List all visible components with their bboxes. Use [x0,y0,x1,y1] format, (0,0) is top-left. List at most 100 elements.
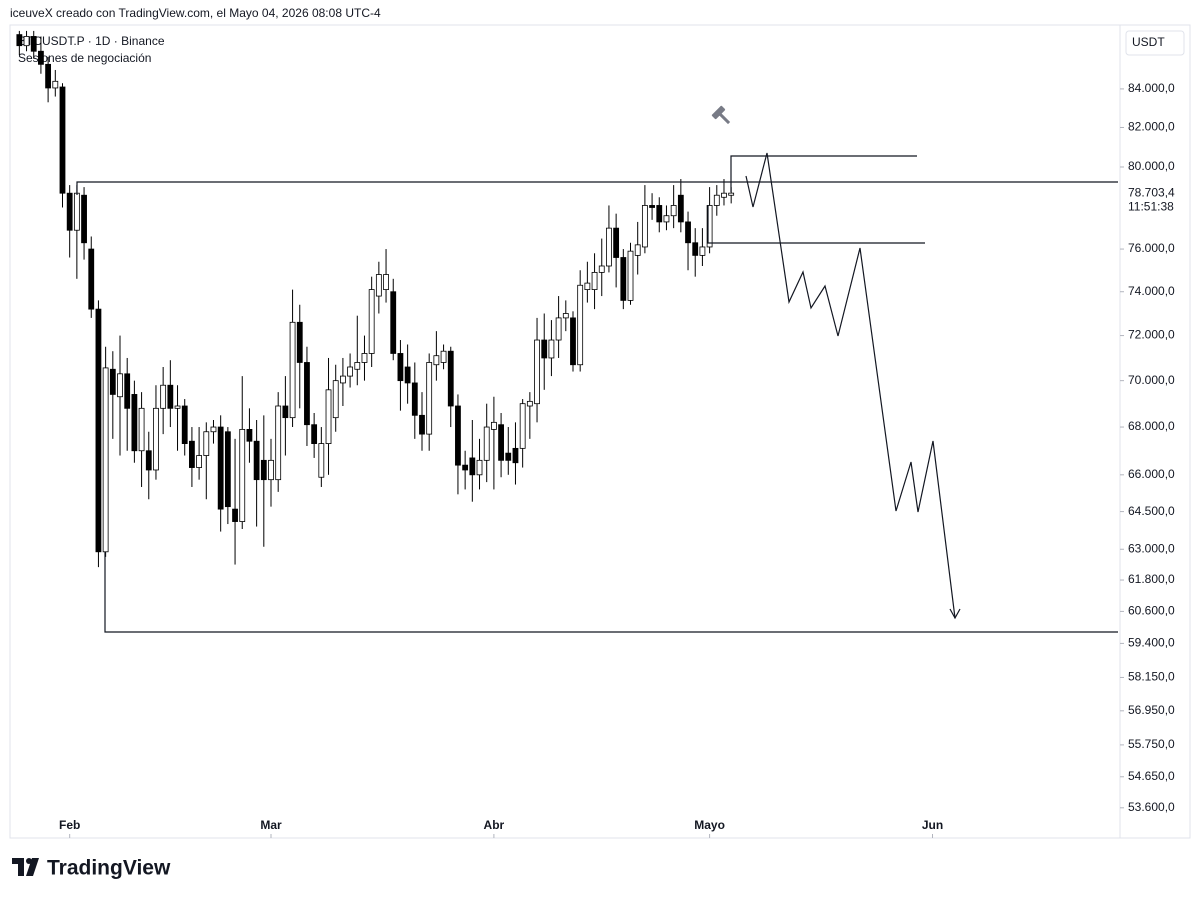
candle-body [311,424,318,444]
candle-body [548,339,555,359]
candle-body [541,339,548,359]
candle-body [462,464,469,471]
brand-logo [12,858,39,876]
candle-body [555,317,562,341]
candle-body [498,424,504,461]
candle-body [117,373,123,398]
hammer-icon[interactable] [711,105,734,128]
candle-body [613,227,620,258]
x-tick-label: Feb [59,818,80,832]
candle-body [519,403,526,449]
candle-body [570,317,576,366]
x-tick-label: Mayo [694,818,725,832]
candle-body [375,274,382,297]
candle-body [390,291,397,354]
candle-body [598,265,605,273]
candle-body [512,447,519,464]
attribution: iceuveX creado con TradingView.com, el M… [10,6,381,20]
candle-body [153,407,159,471]
y-tick-label: 70.000,0 [1128,373,1175,387]
candle-body [455,405,461,466]
candle-body [606,227,612,267]
currency[interactable]: USDT [1132,35,1165,49]
candle-body [145,450,152,471]
candle-body [160,384,167,409]
candle-body [713,194,720,206]
candle-body [52,80,59,89]
symbol: BTCUSDT.P · 1D · Binance [18,34,165,48]
candle-body [203,431,210,456]
countdown: 11:51:38 [1128,199,1174,213]
brand-name: TradingView [47,857,171,880]
candle-body [433,355,440,366]
candle-body [685,221,691,244]
candle-body [217,426,224,510]
y-tick-label: 56.950,0 [1128,703,1175,717]
candle-body [167,384,174,409]
y-tick-label: 66.000,0 [1128,467,1175,481]
candle-body [526,400,533,407]
drawings [76,152,1118,633]
y-tick-label: 80.000,0 [1128,159,1175,173]
candle-body [426,362,433,435]
candle-body [340,375,346,384]
candle-body [411,382,418,416]
candle-body [577,284,584,366]
candle-body [649,205,655,208]
range-bottom [707,205,925,244]
candle-body [88,248,95,310]
candle-body [699,246,706,256]
subtitle: Sesiones de negociación [18,51,151,65]
candle-body [95,308,102,553]
candle-body [232,508,238,522]
candle-body [45,63,52,89]
candle-body [246,428,253,442]
candle-body [634,244,641,256]
candle-body [656,205,663,223]
candle-body [239,428,246,522]
candle-body [38,50,44,65]
last-price-box [1121,185,1187,216]
range-top [730,155,917,192]
y-tick-label: 54.650,0 [1128,769,1175,783]
candle-body [196,455,203,468]
candle-body [354,362,361,370]
candle-body [131,394,138,452]
candle-body [289,321,296,419]
candle-body [59,86,66,194]
currency-box[interactable] [1125,30,1185,56]
plot: 84.000,0 82.000,0 80.000,0 76.000,0 74.000,0… [16,30,1187,838]
candle-body [66,192,73,231]
candle-body [620,257,627,301]
candle-body [253,440,260,481]
y-tick-label: 55.750,0 [1128,737,1175,751]
candle-body [347,366,353,377]
candle-body [181,405,188,444]
candle-body [562,313,569,319]
candle-body [721,192,727,198]
candle-body [505,452,512,461]
y-tick-label: 59.400,0 [1128,636,1175,650]
support-line [104,552,1118,633]
candle-body [73,192,80,231]
candle-body [447,350,454,407]
candle-body [440,350,447,363]
candle-body [260,459,267,481]
candle-body [304,362,310,426]
x-tick-label: Mar [260,818,282,832]
candle-body [397,353,404,382]
candle-body [189,440,195,468]
candle-body [318,443,325,478]
candle-body [81,194,87,244]
candle-body [268,459,274,481]
candle-body [469,457,476,476]
candle-body [490,421,497,430]
y-tick-label: 72.000,0 [1128,328,1175,342]
candle-body [124,373,131,409]
y-tick-label: 74.000,0 [1128,284,1175,298]
y-tick-label: 61.800,0 [1128,572,1175,586]
candle-body [138,407,145,452]
candle-body [627,250,634,301]
candle-body [102,367,109,553]
